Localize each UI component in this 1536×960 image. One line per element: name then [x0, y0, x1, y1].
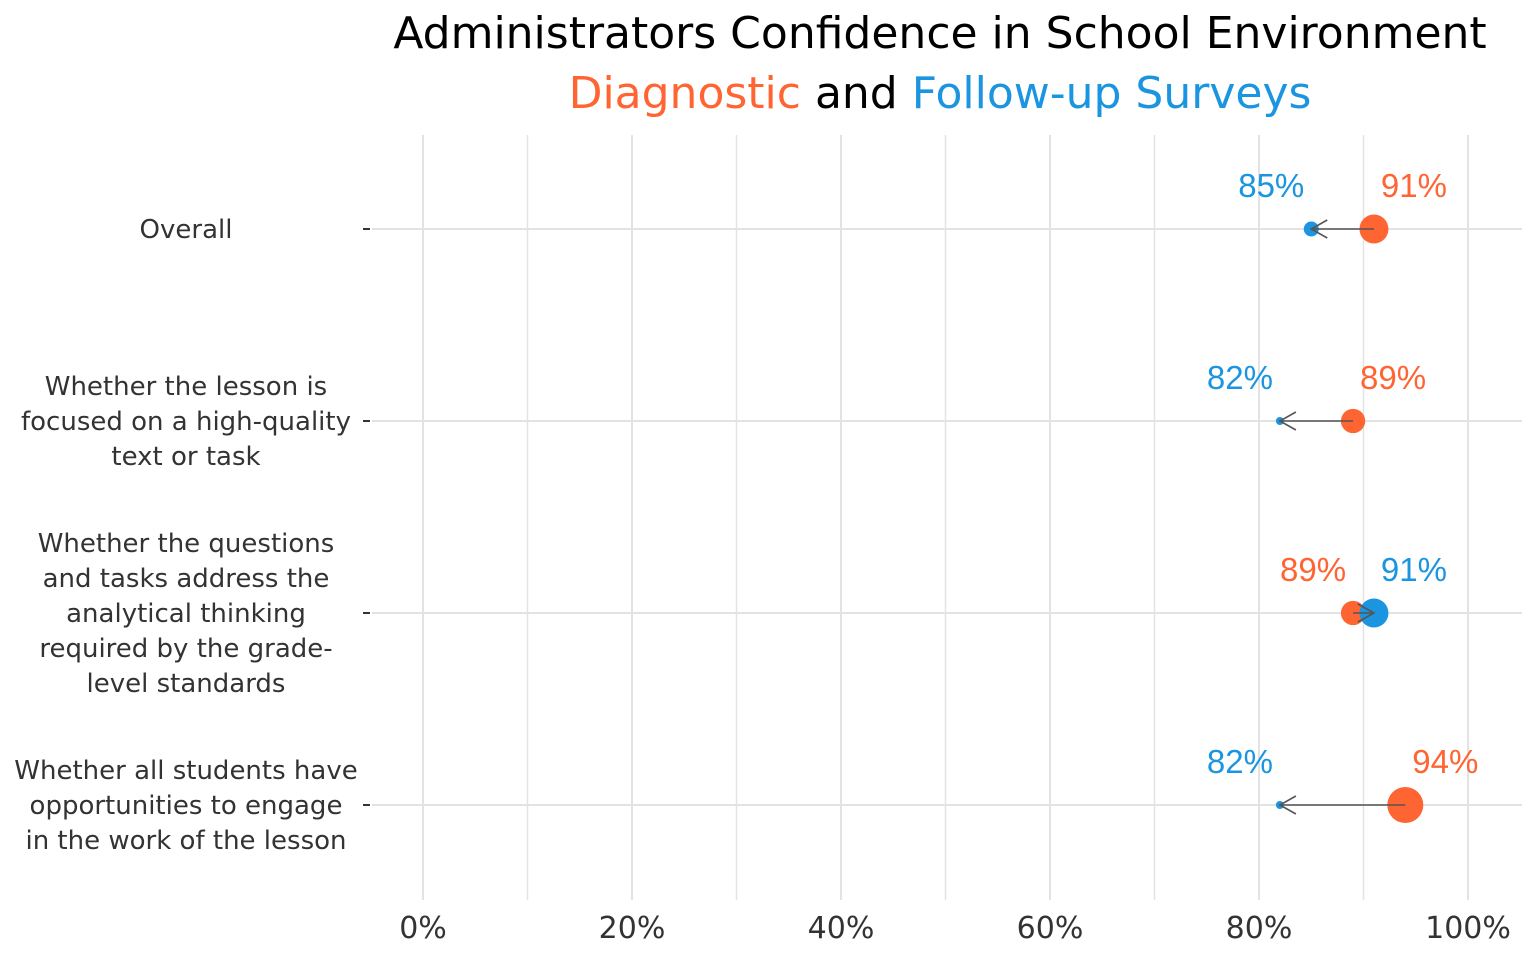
chart-subtitle: Diagnostic and Follow-up Surveys [330, 68, 1536, 119]
x-tick-label: 60% [1017, 911, 1084, 946]
category-label: and tasks address the [43, 564, 330, 594]
category-label: in the work of the lesson [25, 826, 346, 856]
x-tick-label: 0% [399, 911, 447, 946]
data-label-followup: 82% [1207, 743, 1273, 780]
data-label-followup: 85% [1238, 167, 1304, 204]
category-label: focused on a high-quality [21, 407, 351, 437]
category-label: text or task [111, 442, 260, 472]
subtitle-and: and [800, 68, 912, 119]
category-label: analytical thinking [66, 599, 306, 629]
subtitle-diagnostic: Diagnostic [568, 68, 801, 119]
data-label-followup: 91% [1381, 551, 1447, 588]
arrow-head [1278, 411, 1297, 431]
data-label-diagnostic: 94% [1412, 743, 1478, 780]
x-tick-label: 100% [1425, 911, 1511, 946]
category-label: level standards [87, 669, 286, 699]
category-label: opportunities to engage [30, 791, 343, 821]
arrow-head [1278, 795, 1297, 815]
chart-title: Administrators Confidence in School Envi… [393, 8, 1487, 59]
category-label: Whether the questions [38, 529, 335, 559]
category-label: required by the grade- [39, 634, 332, 664]
arrow-head [1357, 603, 1376, 623]
category-label: Whether all students have [14, 756, 357, 786]
data-label-diagnostic: 89% [1360, 359, 1426, 396]
arrow-head [1309, 219, 1328, 239]
data-label-followup: 82% [1207, 359, 1273, 396]
data-label-diagnostic: 89% [1280, 551, 1346, 588]
category-label: Overall [140, 215, 233, 245]
subtitle-followup: Follow-up Surveys [911, 68, 1312, 119]
x-tick-label: 80% [1226, 911, 1293, 946]
data-label-diagnostic: 91% [1381, 167, 1447, 204]
x-tick-label: 20% [599, 911, 666, 946]
category-label: Whether the lesson is [45, 372, 327, 402]
x-tick-label: 40% [808, 911, 875, 946]
